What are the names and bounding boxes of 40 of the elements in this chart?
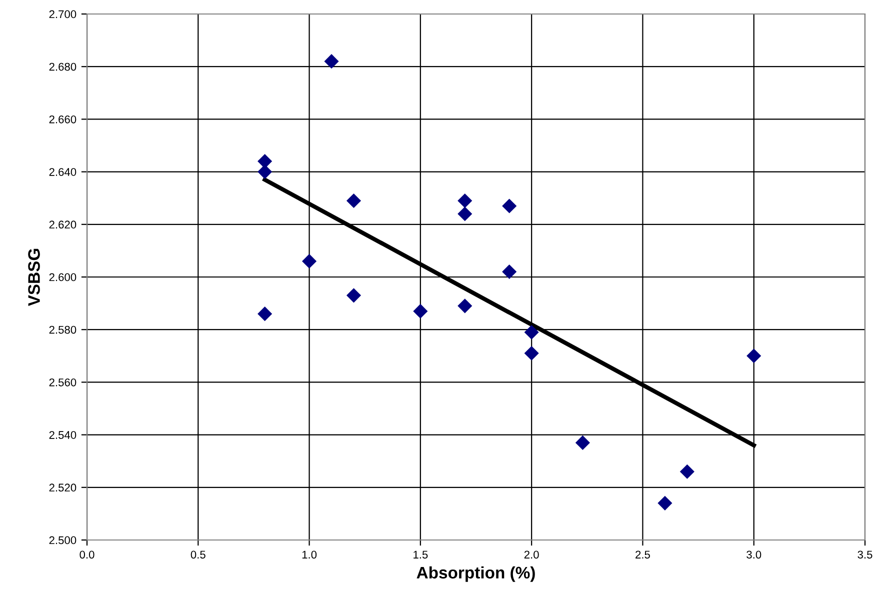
x-axis-title: Absorption (%): [416, 566, 535, 582]
point: [258, 306, 272, 322]
point: [524, 324, 539, 340]
y-tick-label: 2.700: [49, 10, 76, 18]
point: [502, 264, 517, 280]
y-tick-label: 2.640: [49, 168, 76, 176]
y-axis-title: VSBSG: [28, 248, 40, 306]
point: [575, 435, 590, 450]
point: [302, 254, 317, 269]
point: [258, 154, 272, 169]
y-tick-label: 2.560: [49, 378, 76, 386]
point: [524, 346, 539, 361]
y-tick-label: 2.680: [49, 62, 76, 71]
point: [458, 193, 472, 208]
point: [746, 348, 762, 364]
x-tick-label: 2.5: [636, 550, 650, 559]
x-tick-label: 3.5: [858, 550, 872, 559]
point: [502, 198, 517, 214]
x-tick-label: 0.5: [190, 550, 206, 559]
y-tick-label: 2.600: [49, 273, 76, 282]
y-tick-label: 2.500: [49, 536, 76, 544]
y-tick-label: 2.620: [49, 220, 76, 229]
point: [680, 464, 694, 479]
y-tick-label: 2.580: [49, 326, 76, 334]
point: [413, 304, 428, 318]
y-tick-label: 2.660: [49, 115, 76, 124]
x-tick-label: 3.0: [746, 550, 762, 559]
x-tick-label: 2.0: [524, 550, 539, 559]
point: [258, 164, 272, 180]
point: [346, 288, 362, 303]
point: [458, 298, 472, 314]
point: [346, 193, 362, 208]
point: [658, 496, 672, 510]
point: [324, 54, 339, 69]
y-tick-label: 2.540: [49, 431, 76, 439]
y-tick-label: 2.520: [49, 484, 76, 492]
point: [458, 206, 472, 222]
x-tick-label: 1.5: [414, 550, 428, 559]
x-tick-label: 0.0: [80, 550, 94, 559]
x-tick-label: 1.0: [302, 550, 317, 559]
